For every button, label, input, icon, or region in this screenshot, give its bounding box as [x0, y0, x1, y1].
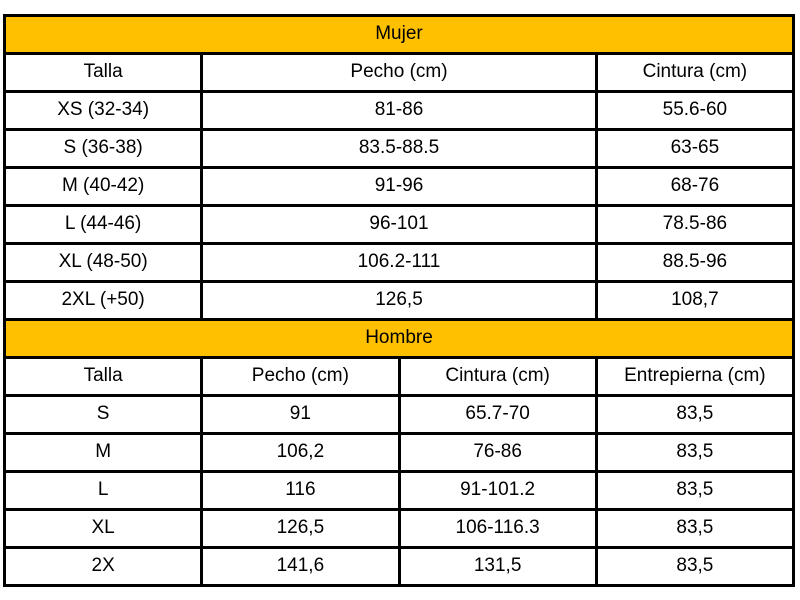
table-row: XS (32-34) 81-86 55.6-60 — [2, 90, 796, 131]
hombre-cell-entrepierna: 83,5 — [594, 508, 796, 549]
hombre-column-header-cintura: Cintura (cm) — [397, 356, 598, 397]
hombre-cell-cintura: 106-116.3 — [397, 508, 598, 549]
mujer-cell-talla: M (40-42) — [2, 166, 204, 207]
table-row: 2XL (+50) 126,5 108,7 — [2, 280, 796, 321]
mujer-cell-cintura: 78.5-86 — [594, 204, 796, 245]
table-row: M (40-42) 91-96 68-76 — [2, 166, 796, 207]
hombre-column-header-entrepierna: Entrepierna (cm) — [594, 356, 796, 397]
hombre-cell-pecho: 126,5 — [200, 508, 401, 549]
hombre-cell-entrepierna: 83,5 — [594, 546, 796, 587]
hombre-cell-cintura: 65.7-70 — [397, 394, 598, 435]
table-row: L (44-46) 96-101 78.5-86 — [2, 204, 796, 245]
hombre-cell-cintura: 76-86 — [397, 432, 598, 473]
mujer-cell-talla: L (44-46) — [2, 204, 204, 245]
table-row: 2X 141,6 131,5 83,5 — [2, 546, 796, 587]
hombre-cell-entrepierna: 83,5 — [594, 432, 796, 473]
hombre-section-header-row: Hombre — [3, 318, 795, 359]
mujer-cell-talla: XL (48-50) — [2, 242, 204, 283]
mujer-cell-talla: 2XL (+50) — [2, 280, 204, 321]
mujer-column-header-cintura: Cintura (cm) — [594, 52, 796, 93]
table-row: XL 126,5 106-116.3 83,5 — [2, 508, 796, 549]
mujer-cell-cintura: 68-76 — [594, 166, 796, 207]
hombre-cell-pecho: 106,2 — [200, 432, 401, 473]
mujer-cell-pecho: 81-86 — [200, 90, 598, 131]
table-row: M 106,2 76-86 83,5 — [2, 432, 796, 473]
mujer-cell-cintura: 108,7 — [594, 280, 796, 321]
mujer-cell-pecho: 126,5 — [200, 280, 598, 321]
hombre-cell-talla: M — [2, 432, 204, 473]
mujer-cell-talla: XS (32-34) — [2, 90, 204, 131]
hombre-section-title: Hombre — [3, 318, 795, 359]
mujer-column-header-talla: Talla — [2, 52, 204, 93]
hombre-cell-talla: L — [2, 470, 204, 511]
table-row: XL (48-50) 106.2-111 88.5-96 — [2, 242, 796, 283]
mujer-cell-pecho: 96-101 — [200, 204, 598, 245]
mujer-cell-cintura: 63-65 — [594, 128, 796, 169]
mujer-cell-talla: S (36-38) — [2, 128, 204, 169]
hombre-cell-pecho: 141,6 — [200, 546, 401, 587]
hombre-cell-entrepierna: 83,5 — [594, 470, 796, 511]
hombre-cell-talla: S — [2, 394, 204, 435]
mujer-cell-pecho: 106.2-111 — [200, 242, 598, 283]
table-row: S (36-38) 83.5-88.5 63-65 — [2, 128, 796, 169]
mujer-section-header-row: Mujer — [3, 14, 795, 55]
mujer-cell-cintura: 88.5-96 — [594, 242, 796, 283]
hombre-cell-cintura: 91-101.2 — [397, 470, 598, 511]
hombre-cell-cintura: 131,5 — [397, 546, 598, 587]
mujer-column-header-pecho: Pecho (cm) — [200, 52, 598, 93]
hombre-cell-talla: 2X — [2, 546, 204, 587]
hombre-cell-pecho: 116 — [200, 470, 401, 511]
hombre-cell-entrepierna: 83,5 — [594, 394, 796, 435]
mujer-cell-pecho: 83.5-88.5 — [200, 128, 598, 169]
table-row: S 91 65.7-70 83,5 — [2, 394, 796, 435]
size-chart-table: Mujer Talla Pecho (cm) Cintura (cm) XS (… — [2, 14, 796, 587]
hombre-column-header-row: Talla Pecho (cm) Cintura (cm) Entrepiern… — [2, 356, 796, 397]
hombre-column-header-talla: Talla — [2, 356, 204, 397]
mujer-column-header-row: Talla Pecho (cm) Cintura (cm) — [2, 52, 796, 93]
mujer-cell-cintura: 55.6-60 — [594, 90, 796, 131]
mujer-cell-pecho: 91-96 — [200, 166, 598, 207]
mujer-section-title: Mujer — [3, 14, 795, 55]
hombre-column-header-pecho: Pecho (cm) — [200, 356, 401, 397]
hombre-cell-pecho: 91 — [200, 394, 401, 435]
hombre-cell-talla: XL — [2, 508, 204, 549]
table-row: L 116 91-101.2 83,5 — [2, 470, 796, 511]
